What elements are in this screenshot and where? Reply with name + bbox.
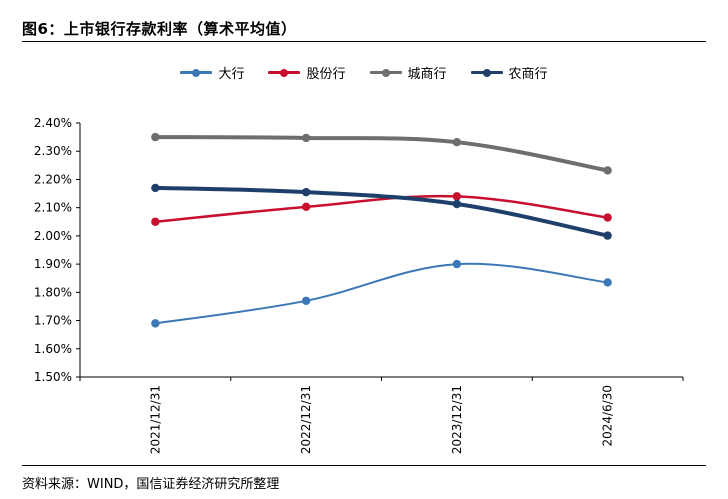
legend-label: 股份行 <box>306 67 346 82</box>
data-point <box>151 217 160 226</box>
legend-item: 农商行 <box>470 63 548 82</box>
data-point <box>301 133 311 143</box>
legend-label: 农商行 <box>508 67 548 82</box>
legend-label: 城商行 <box>407 67 447 82</box>
series-line-2 <box>155 135 608 173</box>
series-line-3 <box>155 185 609 238</box>
source-rule <box>22 465 706 466</box>
data-point <box>452 137 462 147</box>
legend: 大行 股份行 城商行 农商行 <box>0 63 728 82</box>
y-tick-label: 2.30% <box>34 144 72 158</box>
y-tick-label: 2.00% <box>34 229 72 243</box>
figure-title: 图6：上市银行存款利率（算术平均值） <box>22 20 297 38</box>
legend-item: 大行 <box>180 63 244 82</box>
data-point <box>452 259 462 269</box>
data-point <box>452 192 462 201</box>
y-tick-label: 2.10% <box>34 201 72 215</box>
y-tick-label: 2.40% <box>34 116 72 130</box>
data-point <box>452 199 462 209</box>
data-point <box>301 187 311 197</box>
data-point <box>603 213 612 222</box>
x-tick-label: 2022/12/31 <box>299 385 313 454</box>
y-tick-label: 1.60% <box>34 342 72 356</box>
y-tick-label: 1.50% <box>34 370 72 384</box>
x-tick-label: 2023/12/31 <box>450 385 464 454</box>
legend-label: 大行 <box>218 67 245 82</box>
data-point <box>151 132 160 142</box>
data-point <box>301 296 311 305</box>
legend-item: 股份行 <box>268 63 346 82</box>
x-tick-label: 2021/12/31 <box>148 385 162 454</box>
y-tick-label: 2.20% <box>34 172 72 186</box>
data-point <box>603 231 612 240</box>
data-point <box>151 183 160 193</box>
data-point <box>603 166 612 175</box>
source-note: 资料来源：WIND，国信证券经济研究所整理 <box>22 477 280 492</box>
legend-item: 城商行 <box>369 63 447 82</box>
data-point <box>603 278 612 287</box>
x-tick-label: 2024/6/30 <box>601 385 615 447</box>
data-point <box>301 202 311 212</box>
y-tick-label: 1.80% <box>34 285 72 299</box>
series-line-1 <box>155 194 608 224</box>
series-line-0 <box>155 262 608 325</box>
y-tick-label: 1.90% <box>34 257 72 271</box>
title-rule <box>22 41 706 42</box>
y-tick-label: 1.70% <box>34 314 72 328</box>
data-point <box>151 319 160 328</box>
